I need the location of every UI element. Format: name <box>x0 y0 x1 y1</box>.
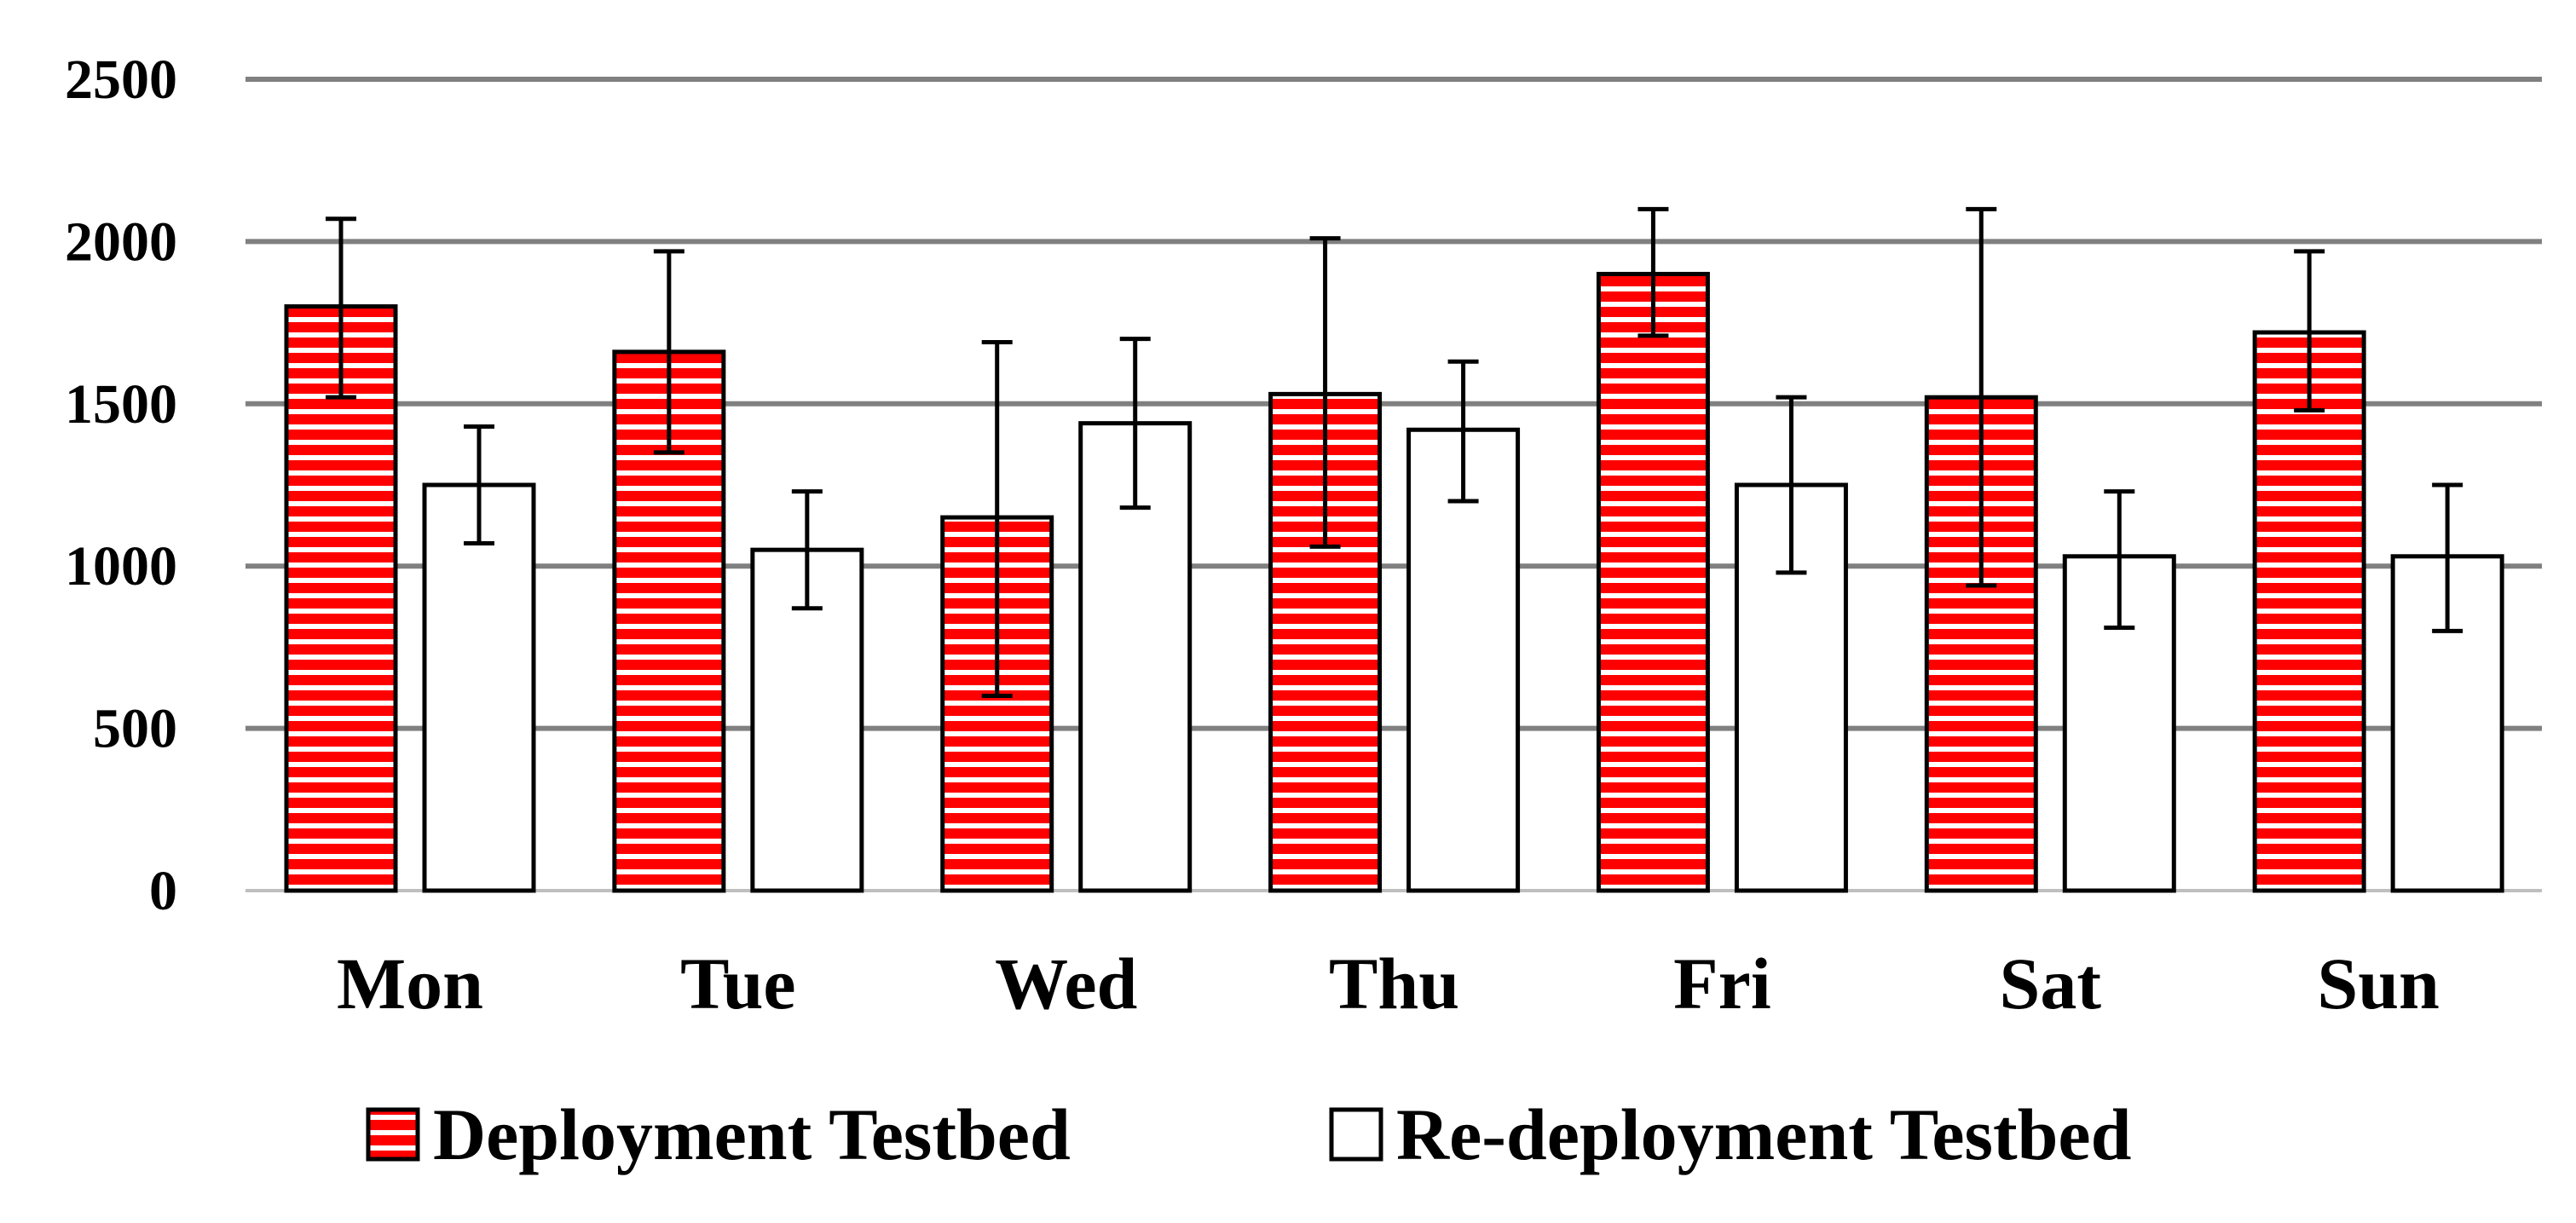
x-tick-label: Wed <box>995 943 1137 1024</box>
x-tick-label: Fri <box>1673 943 1771 1024</box>
grid-layer <box>245 77 2542 892</box>
y-tick-label: 0 <box>149 860 177 922</box>
bar-redeployment <box>422 482 536 893</box>
x-tick-label: Mon <box>337 943 483 1024</box>
legend: Deployment Testbed Re-deployment Testbed <box>366 1093 2131 1175</box>
x-axis-labels: Mon Tue Wed Thu Fri Sat Sun <box>337 943 2440 1024</box>
y-tick-label: 1500 <box>65 373 177 436</box>
y-tick-label: 1000 <box>65 535 177 597</box>
y-tick-label: 500 <box>93 698 177 760</box>
x-tick-label: Sun <box>2317 943 2440 1024</box>
legend-label: Deployment Testbed <box>433 1093 1071 1175</box>
bars-layer <box>284 271 2504 893</box>
y-tick-label: 2000 <box>65 211 177 273</box>
bar-deployment <box>284 304 398 893</box>
bar-deployment <box>1596 271 1710 893</box>
x-tick-label: Thu <box>1329 943 1459 1024</box>
y-axis-ticks: 0 500 1000 1500 2000 2500 <box>65 49 177 922</box>
y-tick-label: 2500 <box>65 49 177 111</box>
legend-swatch-redeployment <box>1329 1107 1383 1162</box>
legend-swatch-deployment <box>366 1107 420 1162</box>
legend-label: Re-deployment Testbed <box>1396 1093 2131 1175</box>
bar-redeployment <box>1406 427 1521 893</box>
bar-deployment <box>2252 330 2366 893</box>
x-tick-label: Tue <box>680 943 795 1024</box>
x-tick-label: Sat <box>2000 943 2102 1024</box>
error-bars-layer <box>326 206 2463 699</box>
